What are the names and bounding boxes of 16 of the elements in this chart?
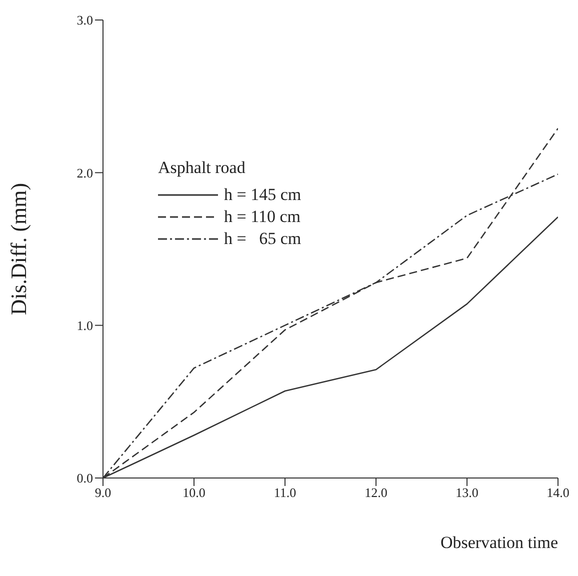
legend-label: h = 65 cm xyxy=(224,229,302,249)
legend-title: Asphalt road xyxy=(158,158,246,178)
legend-label: h = 145 cm xyxy=(224,185,302,205)
x-tick-label: 11.0 xyxy=(274,485,296,500)
y-tick-label: 0.0 xyxy=(76,470,93,486)
y-tick-label: 1.0 xyxy=(76,318,93,333)
y-tick-label: 2.0 xyxy=(76,165,93,180)
x-tick-label: 14.0 xyxy=(546,485,570,500)
x-axis-title: Observation time xyxy=(440,533,558,552)
y-tick-label: 3.0 xyxy=(76,12,93,28)
x-tick-label: 10.0 xyxy=(182,485,206,500)
legend-label: h = 110 cm xyxy=(224,207,300,227)
x-tick-label: 9.0 xyxy=(94,485,112,500)
x-tick-label: 12.0 xyxy=(364,485,388,500)
x-tick-label: 13.0 xyxy=(456,485,478,500)
y-axis-title: Dis.Diff. (mm) xyxy=(6,182,31,316)
